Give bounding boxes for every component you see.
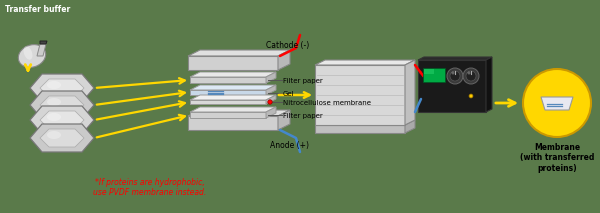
Polygon shape bbox=[315, 65, 405, 125]
Polygon shape bbox=[315, 60, 415, 65]
Polygon shape bbox=[266, 95, 276, 104]
Polygon shape bbox=[486, 57, 492, 112]
Text: Filter paper: Filter paper bbox=[283, 78, 323, 84]
Text: Gel: Gel bbox=[283, 91, 295, 96]
Circle shape bbox=[463, 68, 479, 84]
Polygon shape bbox=[190, 72, 276, 77]
Polygon shape bbox=[30, 91, 94, 119]
Polygon shape bbox=[190, 100, 266, 104]
Polygon shape bbox=[40, 79, 84, 97]
Polygon shape bbox=[188, 110, 290, 116]
Text: Filter paper: Filter paper bbox=[283, 113, 323, 119]
Ellipse shape bbox=[19, 45, 46, 67]
Polygon shape bbox=[188, 50, 290, 56]
Polygon shape bbox=[188, 56, 278, 70]
Polygon shape bbox=[188, 116, 278, 130]
Polygon shape bbox=[541, 97, 573, 110]
Circle shape bbox=[452, 72, 455, 75]
Polygon shape bbox=[40, 96, 84, 114]
Polygon shape bbox=[418, 57, 492, 60]
Polygon shape bbox=[37, 44, 46, 56]
Polygon shape bbox=[315, 125, 405, 133]
Bar bbox=[423, 68, 445, 82]
Polygon shape bbox=[405, 60, 415, 125]
Ellipse shape bbox=[47, 131, 61, 139]
Polygon shape bbox=[30, 124, 94, 152]
Ellipse shape bbox=[47, 81, 61, 89]
Polygon shape bbox=[405, 120, 415, 133]
Polygon shape bbox=[266, 72, 276, 83]
Circle shape bbox=[466, 71, 476, 81]
Circle shape bbox=[467, 72, 470, 75]
Ellipse shape bbox=[23, 46, 32, 60]
Polygon shape bbox=[278, 50, 290, 70]
Text: Transfer buffer: Transfer buffer bbox=[5, 5, 70, 14]
Polygon shape bbox=[40, 111, 84, 129]
Polygon shape bbox=[278, 110, 290, 130]
Text: Membrane
(with transferred
proteins): Membrane (with transferred proteins) bbox=[520, 143, 594, 173]
Polygon shape bbox=[30, 106, 94, 134]
Circle shape bbox=[450, 71, 460, 81]
Bar bbox=[424, 69, 434, 74]
Ellipse shape bbox=[47, 113, 61, 121]
Polygon shape bbox=[418, 60, 486, 112]
Text: *If proteins are hydrophobic,
use PVDF membrane instead.: *If proteins are hydrophobic, use PVDF m… bbox=[94, 178, 206, 197]
Circle shape bbox=[469, 94, 473, 98]
Polygon shape bbox=[266, 107, 276, 118]
Polygon shape bbox=[40, 129, 84, 147]
Circle shape bbox=[523, 69, 591, 137]
Polygon shape bbox=[190, 85, 276, 90]
Polygon shape bbox=[30, 74, 94, 102]
Polygon shape bbox=[190, 112, 266, 118]
Polygon shape bbox=[40, 41, 47, 44]
Text: Nitrocellulose membrane: Nitrocellulose membrane bbox=[283, 100, 371, 106]
Polygon shape bbox=[190, 77, 266, 83]
Polygon shape bbox=[266, 85, 276, 95]
Polygon shape bbox=[190, 90, 266, 95]
Polygon shape bbox=[190, 95, 276, 100]
Polygon shape bbox=[190, 107, 276, 112]
Text: Cathode (-): Cathode (-) bbox=[266, 41, 310, 50]
Ellipse shape bbox=[47, 98, 61, 106]
Circle shape bbox=[268, 100, 272, 104]
Circle shape bbox=[447, 68, 463, 84]
Text: Anode (+): Anode (+) bbox=[271, 141, 310, 150]
